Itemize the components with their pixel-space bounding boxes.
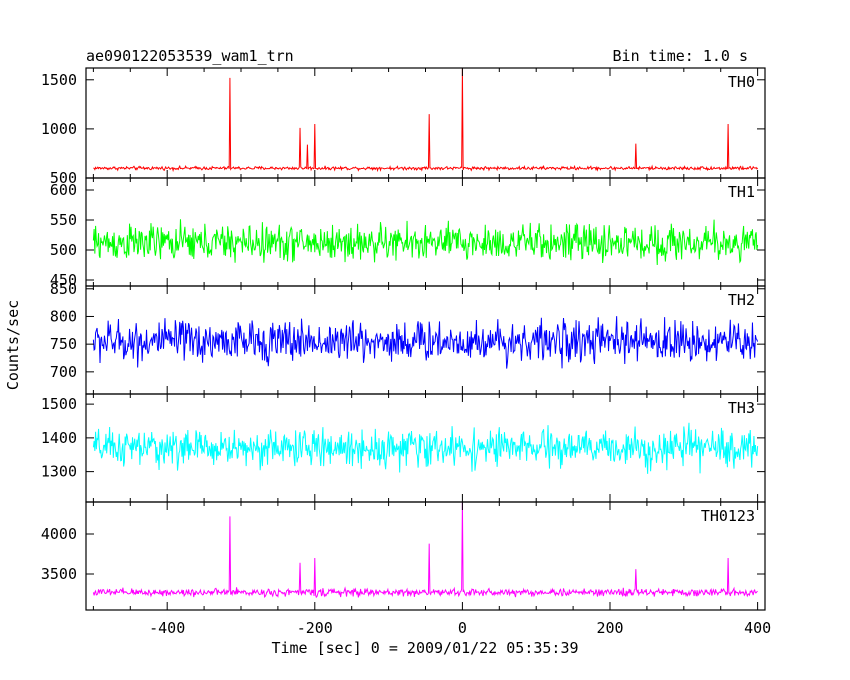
y-tick-label: 1400 <box>41 429 77 447</box>
series-line-th0123 <box>92 502 758 599</box>
y-tick-label: 450 <box>50 271 77 289</box>
y-tick-label: 600 <box>50 181 77 199</box>
y-axis-label: Counts/sec <box>4 300 22 390</box>
panel-label: TH2 <box>728 291 755 309</box>
bin-time-label: Bin time: 1.0 s <box>613 47 748 65</box>
chart-title: ae090122053539_wam1_trn <box>86 47 294 65</box>
y-tick-label: 3500 <box>41 565 77 583</box>
y-tick-label: 1500 <box>41 395 77 413</box>
y-tick-label: 1300 <box>41 463 77 481</box>
x-tick-label: -400 <box>149 619 185 637</box>
panel-th0: 500 1000 1500 TH0 <box>41 67 766 187</box>
panel-th3: 1300 1400 1500 TH3 <box>41 393 766 503</box>
panels-group: 500 1000 1500 TH0 450 500 550 600 TH1 700 750 800 85… <box>41 67 771 637</box>
series-line-th2 <box>92 316 759 369</box>
panel-th1: 450 500 550 600 TH1 <box>50 177 766 289</box>
y-tick-label: 500 <box>50 241 77 259</box>
panel-label: TH0123 <box>701 507 755 525</box>
panel-label: TH1 <box>728 183 755 201</box>
x-tick-label: -200 <box>297 619 333 637</box>
panel-th2: 700 750 800 850 TH2 <box>50 280 766 395</box>
y-tick-label: 800 <box>50 307 77 325</box>
y-tick-label: 4000 <box>41 525 77 543</box>
y-tick-label: 500 <box>50 169 77 187</box>
y-tick-label: 1000 <box>41 120 77 138</box>
panel-label: TH3 <box>728 399 755 417</box>
x-tick-label: 0 <box>458 619 467 637</box>
x-tick-label: 200 <box>596 619 623 637</box>
y-tick-label: 1500 <box>41 71 77 89</box>
panel-frame <box>85 67 766 179</box>
y-tick-label: 550 <box>50 211 77 229</box>
y-tick-label: 850 <box>50 280 77 298</box>
x-axis-label: Time [sec] 0 = 2009/01/22 05:35:39 <box>271 639 578 657</box>
series-line-th3 <box>92 422 759 474</box>
x-tick-label: 400 <box>744 619 771 637</box>
panel-th0123: 3500 4000 TH0123 <box>41 501 766 611</box>
y-tick-label: 750 <box>50 335 77 353</box>
series-line-th1 <box>92 219 759 265</box>
panel-label: TH0 <box>728 73 755 91</box>
y-tick-label: 700 <box>50 363 77 381</box>
series-line-th0 <box>93 68 759 173</box>
